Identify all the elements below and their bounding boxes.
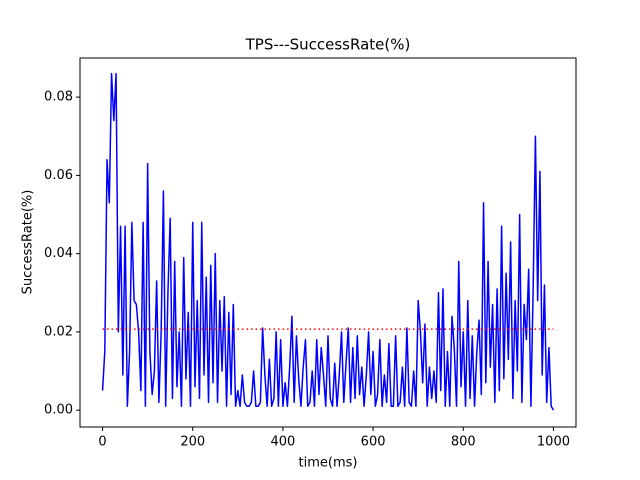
y-tick-label: 0.04 [44,246,73,261]
x-tick-label: 600 [361,435,386,450]
x-axis-label: time(ms) [299,456,358,471]
x-tick-label: 0 [98,435,106,450]
x-tick-label: 1000 [537,435,570,450]
x-tick-label: 400 [270,435,295,450]
y-tick-label: 0.00 [44,403,73,418]
data-line [101,72,555,411]
plot-frame [79,57,577,428]
y-tick-label: 0.02 [44,324,73,339]
y-tick-label: 0.08 [44,90,73,105]
y-axis-label: SuccessRate(%) [21,190,36,295]
chart-title: TPS---SuccessRate(%) [245,36,411,54]
y-tick-label: 0.06 [44,168,73,183]
x-tick-label: 200 [180,435,205,450]
x-tick-label: 800 [451,435,476,450]
